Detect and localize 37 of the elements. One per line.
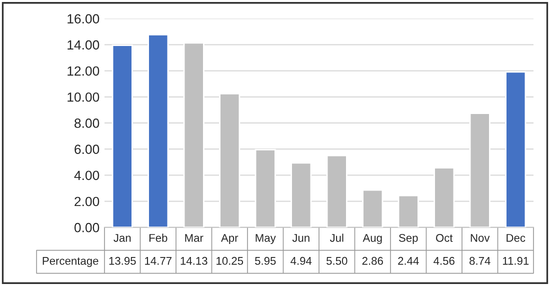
data-label: 10.25 [216,256,244,265]
x-tick-label: Apr [221,234,238,244]
y-tick-label: 2.00 [74,196,100,206]
data-label: 5.95 [255,256,276,265]
y-tick-label: 6.00 [74,144,100,154]
x-tick-label: Oct [436,234,453,242]
x-tick-label: Nov [470,234,490,242]
y-tick-label: 8.00 [74,118,100,128]
y-tick-label: 0.00 [74,222,100,232]
data-label: 4.94 [290,256,312,265]
bar [148,34,169,228]
text: Percentage [42,257,98,267]
data-label: 2.86 [362,256,383,265]
bar [505,71,526,228]
x-tick-label: Dec [506,234,526,242]
y-tick-label: 14.00 [68,40,100,50]
data-label: 14.77 [145,257,172,265]
y-tick-label: 4.00 [74,170,100,180]
data-label: 14.13 [180,256,208,265]
x-tick-label: Jan [114,234,131,242]
x-tick-label: Sep [398,234,418,244]
x-tick-label: Jun [292,234,310,242]
data-label: 13.95 [109,256,136,265]
data-label: 8.74 [470,256,490,265]
data-label: 5.50 [326,256,348,265]
x-tick-label: May [256,234,276,244]
x-tick-label: Jul [330,234,344,242]
y-tick-label: 16.00 [68,14,100,24]
data-label: 11.91 [502,256,529,265]
bar [112,44,133,228]
x-tick-label: Mar [185,234,204,242]
y-tick-label: 12.00 [68,66,100,76]
y-tick-label: 10.00 [68,92,100,102]
x-tick-label: Feb [149,234,168,242]
data-label: 4.56 [434,256,454,265]
data-label: 2.44 [398,256,419,265]
x-tick-label: Aug [362,234,382,244]
